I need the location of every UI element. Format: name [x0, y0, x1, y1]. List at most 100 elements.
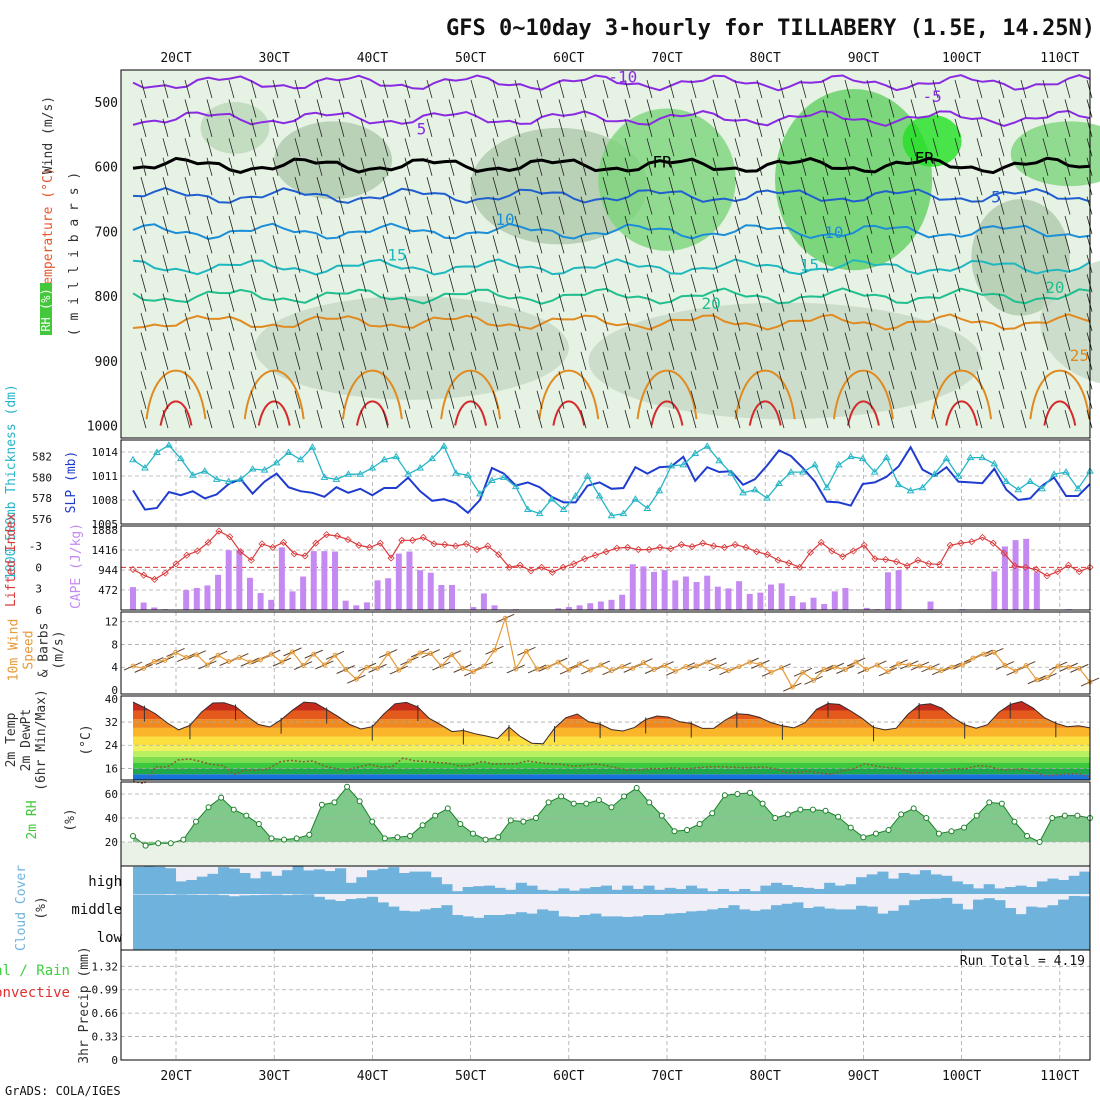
cloud-cell-low — [218, 922, 230, 950]
wind-barb — [316, 196, 323, 215]
pressure-tick-label: 600 — [95, 161, 118, 176]
cloud-cell-high — [632, 888, 644, 894]
wind-barb — [690, 215, 697, 235]
wind-barb — [294, 235, 301, 254]
wind-barb — [932, 157, 939, 176]
wind-barb — [822, 118, 829, 137]
lifted-index-marker — [645, 545, 653, 554]
wind-barb — [536, 138, 543, 157]
lifted-index-marker — [183, 551, 191, 559]
cloud-cell-high — [1004, 887, 1017, 894]
thickness-marker — [930, 470, 939, 477]
wind-barb — [294, 138, 301, 157]
wind-barb — [382, 332, 389, 351]
wind-speed-marker — [353, 676, 359, 682]
wind-barb — [492, 371, 499, 390]
wind-speed-marker — [492, 647, 498, 653]
hot-contour — [846, 400, 880, 426]
rh-marker — [218, 794, 225, 801]
wind-barb — [316, 332, 323, 351]
rh-marker — [570, 800, 577, 807]
rh-shading — [1010, 121, 1100, 187]
rh-marker — [394, 834, 401, 841]
wind-barb — [602, 332, 609, 351]
wind-barb — [690, 332, 697, 351]
cape-bar — [1012, 540, 1019, 610]
wind-barb — [690, 157, 697, 176]
thickness-marker — [990, 459, 999, 467]
wind-barb — [294, 274, 301, 293]
cape-bar — [661, 570, 668, 610]
cloud-cell-high — [1079, 871, 1091, 894]
lifted-index-marker — [462, 540, 470, 548]
wind-barb — [756, 254, 763, 273]
wind-barb — [734, 118, 741, 137]
wind-barb — [382, 371, 389, 390]
cloud-cell-middle — [930, 898, 942, 922]
wind-barb — [294, 293, 301, 312]
wind-barb — [646, 99, 653, 118]
wind-barb — [580, 371, 587, 390]
wind-barb — [1042, 79, 1049, 99]
wind-barb — [844, 332, 851, 351]
wind-speed-marker — [715, 664, 721, 670]
lifted-index-marker — [495, 550, 503, 559]
wind-barb — [250, 274, 257, 293]
wind-barb — [536, 390, 543, 409]
cloud-cell-high — [154, 866, 166, 894]
cape-bar — [321, 551, 328, 610]
cape-bar — [470, 607, 477, 610]
cape-ylabel: CAPE (J/kg) — [69, 523, 84, 609]
rh-marker — [583, 800, 590, 807]
wind-barb — [954, 196, 961, 215]
thickness-marker — [224, 477, 233, 484]
cloud-cell-low — [430, 922, 442, 950]
cape-bar — [682, 576, 689, 610]
wind-barb — [162, 410, 169, 429]
wind-barb — [404, 196, 411, 215]
rh-marker — [407, 833, 414, 839]
rh-marker — [205, 804, 212, 811]
wind-barb — [536, 215, 543, 235]
slp-line — [132, 445, 1091, 515]
wind-barb — [844, 371, 851, 390]
wind-barb — [756, 157, 763, 176]
wind-barb — [140, 312, 147, 332]
cloud-cell-high — [877, 871, 889, 894]
cloud-cell-low — [186, 922, 198, 950]
wind-barb — [514, 79, 521, 99]
wind-barb — [558, 118, 565, 137]
cloud-cell-middle — [1015, 914, 1027, 922]
pressure-tick-label: 500 — [95, 96, 118, 111]
wind-barb — [580, 332, 587, 351]
wind-speed-marker — [970, 655, 976, 661]
cloud-cell-high — [664, 887, 676, 894]
wind-barb — [250, 196, 257, 215]
wind-barb — [976, 254, 983, 273]
cape-bar — [353, 605, 360, 610]
wind-barb — [580, 118, 587, 137]
wind-speed-marker — [173, 649, 179, 655]
cloud-cell-middle — [1068, 895, 1080, 922]
rh-base — [121, 842, 1090, 866]
wind-barb — [228, 215, 235, 235]
wind-speed-marker — [938, 668, 944, 674]
lifted-index-marker — [398, 536, 406, 544]
wind-barb — [140, 293, 147, 312]
upper-air-units: ( m i l l i b a r s ) — [67, 172, 82, 336]
wind-barb — [272, 351, 279, 370]
wind-barb — [184, 351, 191, 370]
lifted-index-marker — [473, 545, 481, 554]
cloud-cell-middle — [133, 894, 145, 922]
wind-barb — [250, 371, 257, 390]
wind-barb — [536, 157, 543, 176]
wind-barb — [954, 79, 961, 99]
wind-barb — [624, 99, 631, 118]
lifted-index-marker — [355, 541, 363, 549]
cloud-cell-low — [898, 922, 910, 950]
thickness-marker — [487, 476, 496, 483]
cloud-cell-high — [196, 876, 208, 894]
wind-barb — [470, 196, 477, 215]
thickness-marker — [810, 460, 819, 468]
cloud-cell-high — [409, 871, 421, 894]
